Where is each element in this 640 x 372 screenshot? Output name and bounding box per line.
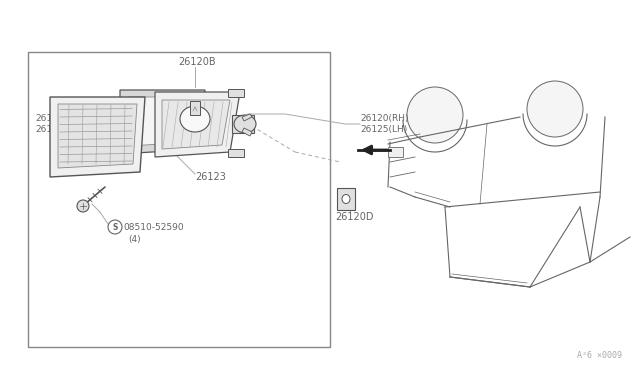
Circle shape	[407, 87, 463, 143]
Polygon shape	[242, 114, 252, 121]
Polygon shape	[242, 128, 252, 136]
Text: 26120(RH)
26125(LH): 26120(RH) 26125(LH)	[360, 113, 408, 134]
Text: S: S	[112, 222, 118, 231]
Ellipse shape	[180, 106, 210, 132]
Polygon shape	[155, 92, 240, 157]
Polygon shape	[120, 90, 205, 154]
Bar	[232, 115, 254, 133]
Bar	[28, 52, 330, 347]
Text: 26121(RH)
26126(LH): 26121(RH) 26126(LH)	[35, 113, 83, 134]
Text: 08510-52590: 08510-52590	[123, 222, 184, 231]
Polygon shape	[50, 97, 145, 177]
Circle shape	[77, 200, 89, 212]
Ellipse shape	[342, 195, 350, 203]
Ellipse shape	[234, 115, 256, 133]
Text: 26120B: 26120B	[178, 57, 216, 67]
Polygon shape	[58, 104, 137, 168]
Polygon shape	[129, 97, 197, 146]
Text: 26123: 26123	[195, 172, 226, 182]
Circle shape	[527, 81, 583, 137]
Polygon shape	[228, 89, 244, 97]
Text: 26120D: 26120D	[335, 212, 374, 222]
Bar	[190, 101, 200, 115]
Bar	[388, 147, 403, 157]
Bar	[337, 188, 355, 210]
Text: (4): (4)	[128, 234, 141, 244]
Polygon shape	[162, 100, 230, 149]
Text: A²6 ×0009: A²6 ×0009	[577, 351, 622, 360]
Polygon shape	[228, 149, 244, 157]
